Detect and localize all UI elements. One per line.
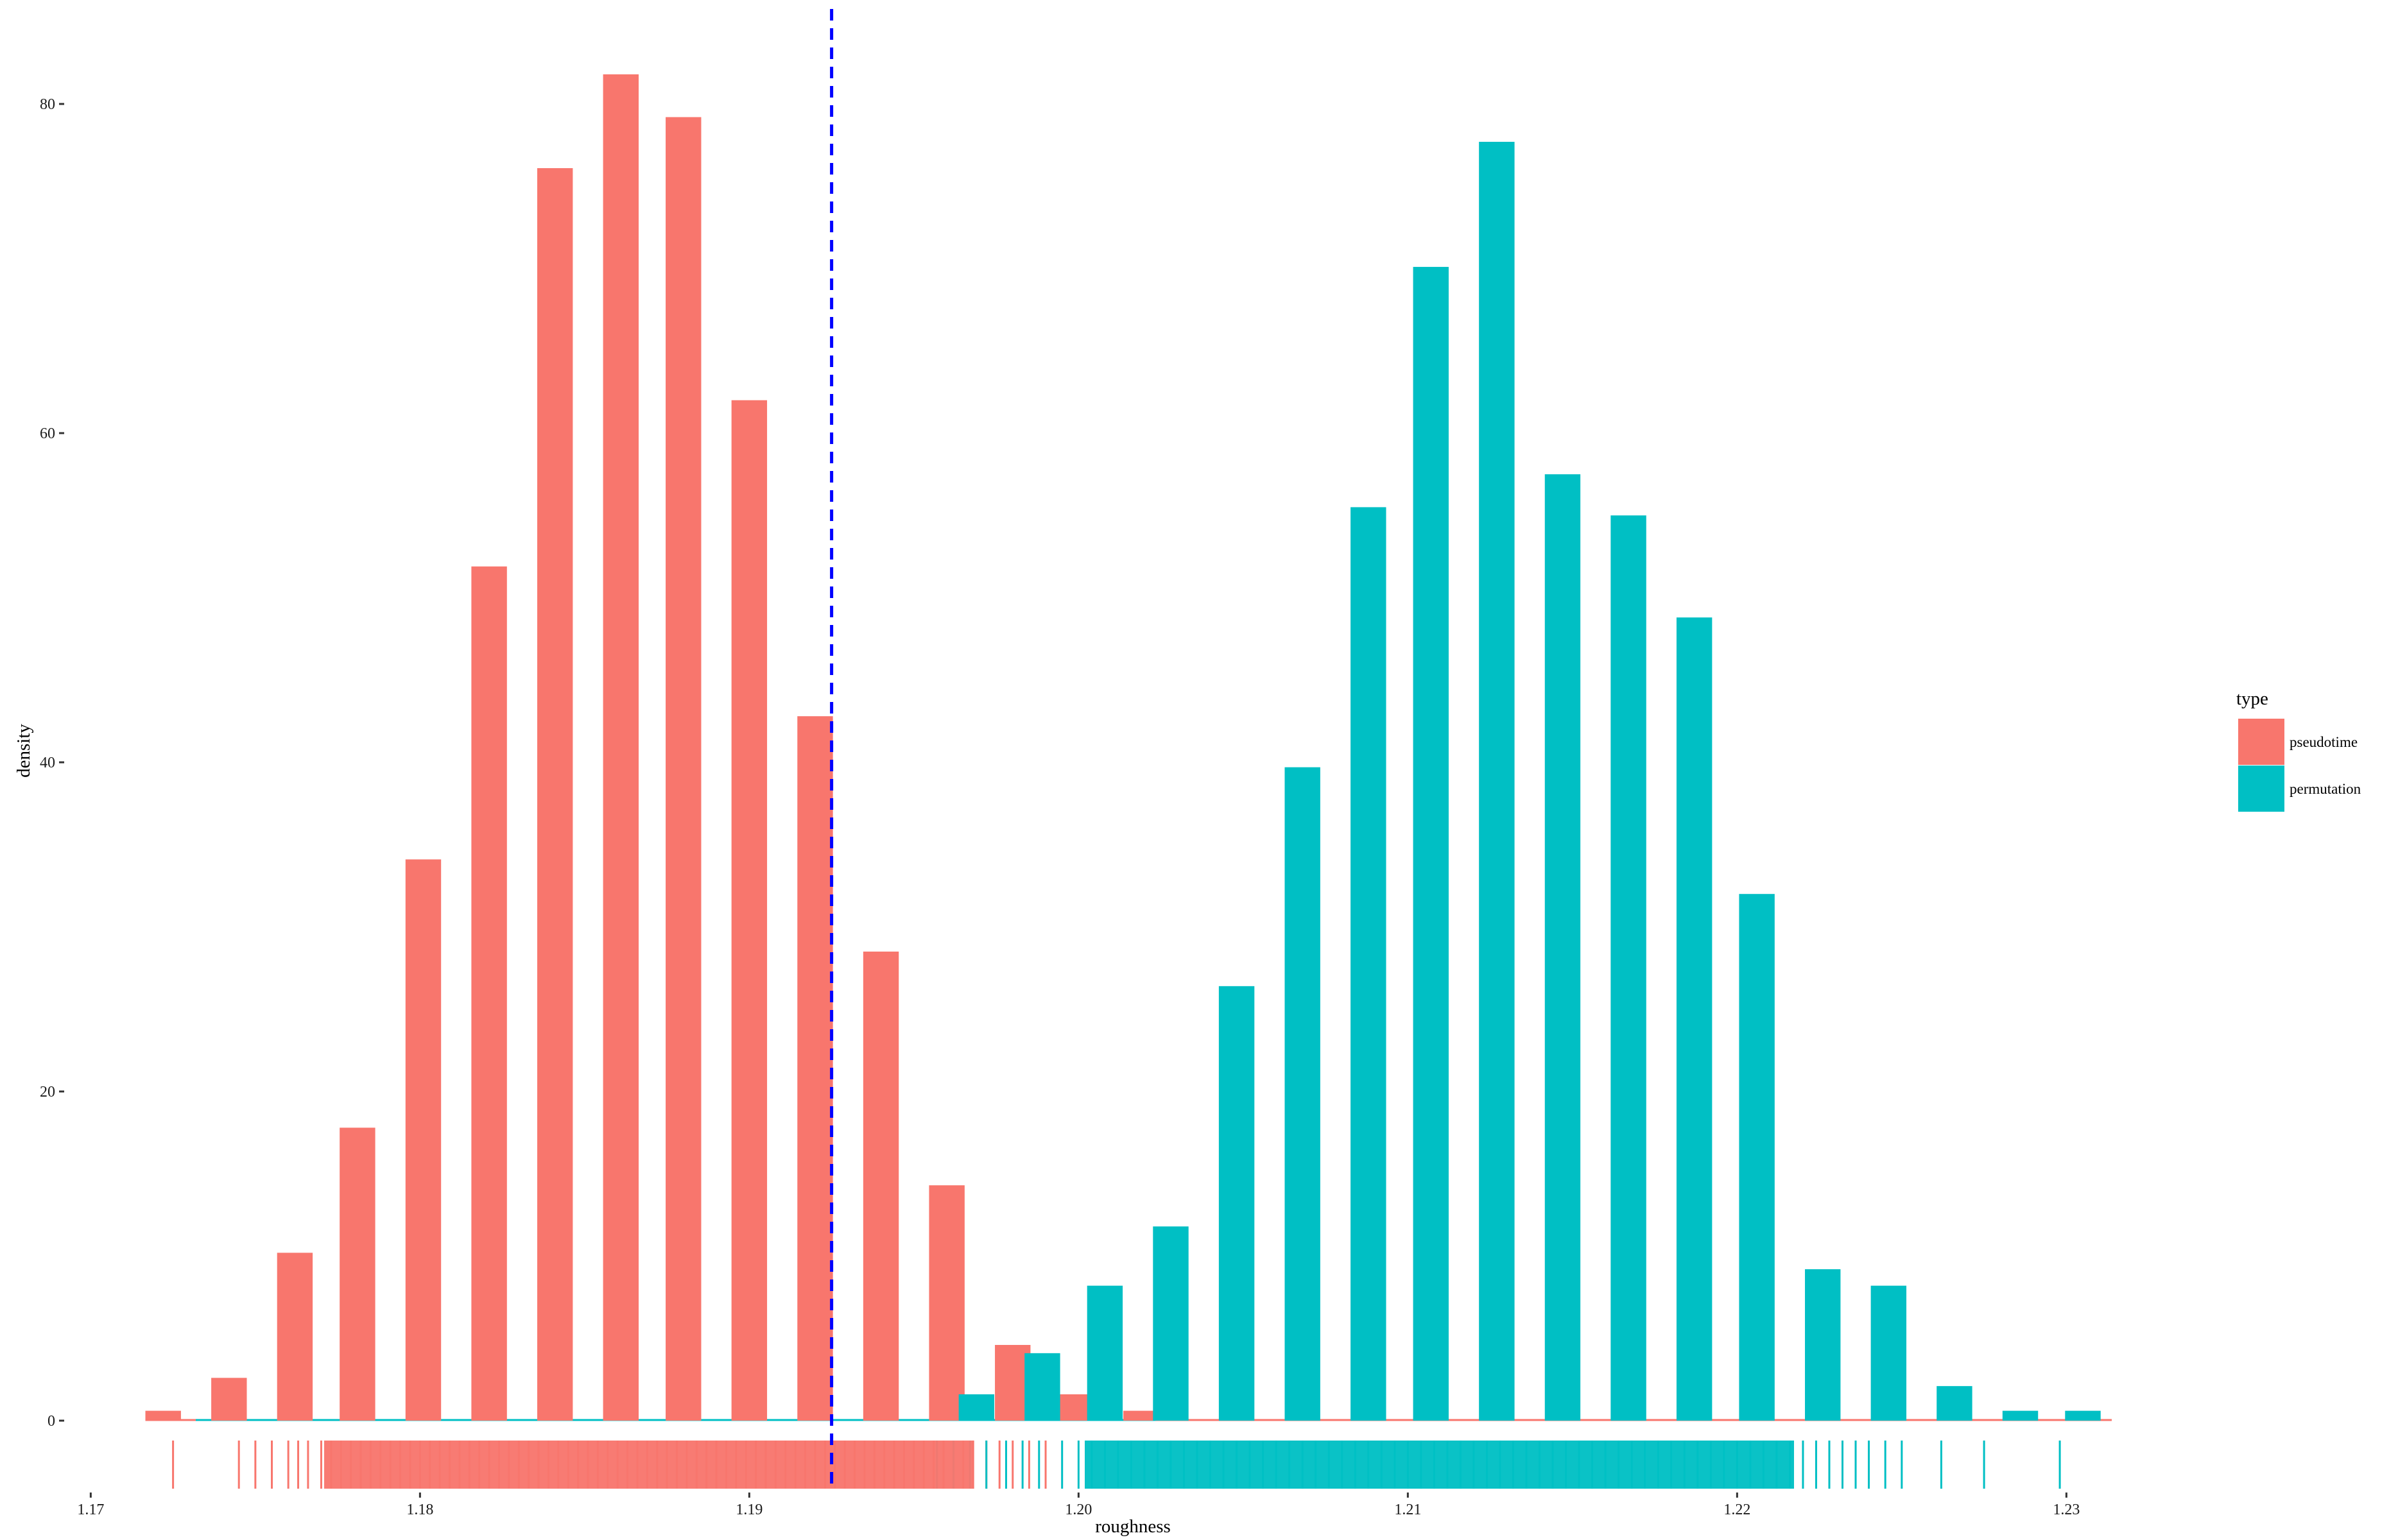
bar-permutation-6: [1350, 507, 1386, 1421]
x-tick-label: 1.22: [1723, 1502, 1750, 1518]
y-axis-title: density: [13, 724, 34, 778]
rug-mark-pseudotime: [297, 1441, 300, 1489]
bar-permutation-4: [1218, 986, 1255, 1421]
x-tick-label: 1.21: [1394, 1502, 1421, 1518]
rug-mark-pseudotime: [998, 1441, 1001, 1489]
bar-permutation-14: [1870, 1285, 1907, 1421]
rug-mark-permutation: [1884, 1441, 1886, 1489]
rug-mark-permutation: [1940, 1441, 1942, 1489]
bar-pseudotime-11: [863, 951, 899, 1421]
bar-permutation-0: [958, 1394, 995, 1421]
y-tick-label: 60: [40, 425, 55, 442]
rug-marks: [172, 1441, 2061, 1489]
rug-mark-pseudotime: [172, 1441, 175, 1489]
rug-mark-permutation: [1038, 1441, 1040, 1489]
y-tick-label: 40: [40, 755, 55, 771]
x-tick-label: 1.17: [77, 1502, 104, 1518]
bar-permutation-5: [1284, 767, 1320, 1421]
legend-key-permutation: [2238, 766, 2284, 812]
bar-permutation-12: [1739, 894, 1775, 1421]
rug-mark-pseudotime: [254, 1441, 257, 1489]
rug-block-pseudotime: [324, 1441, 972, 1489]
rug-mark-pseudotime: [1028, 1441, 1030, 1489]
y-tick-label: 20: [40, 1084, 55, 1100]
bar-pseudotime-5: [471, 566, 507, 1421]
bar-pseudotime-0: [145, 1410, 181, 1421]
rug-mark-pseudotime: [320, 1441, 322, 1489]
bar-permutation-13: [1805, 1269, 1841, 1421]
bars: [145, 74, 2101, 1421]
rug-mark-permutation: [1005, 1441, 1007, 1489]
rug-mark-permutation: [1802, 1441, 1804, 1489]
bar-permutation-7: [1413, 266, 1449, 1421]
bar-permutation-2: [1087, 1285, 1123, 1421]
bar-pseudotime-3: [340, 1127, 375, 1421]
rug-mark-permutation: [1983, 1441, 1985, 1489]
x-tick-label: 1.20: [1065, 1502, 1092, 1518]
x-tick-label: 1.19: [736, 1502, 763, 1518]
rug-mark-permutation: [985, 1441, 988, 1489]
rug-mark-pseudotime: [271, 1441, 273, 1489]
legend-label-permutation: permutation: [2290, 781, 2361, 797]
bar-permutation-17: [2065, 1410, 2101, 1421]
rug-mark-permutation: [1828, 1441, 1831, 1489]
bar-pseudotime-4: [405, 859, 442, 1421]
rug-mark-permutation: [1077, 1441, 1080, 1489]
rug-mark-pseudotime: [1012, 1441, 1014, 1489]
rug-mark-permutation: [1021, 1441, 1024, 1489]
bar-permutation-9: [1544, 474, 1581, 1421]
x-axis: 1.17 1.18 1.19 1.20 1.21 1.22 1.23: [77, 1493, 2080, 1518]
x-tick-label: 1.18: [406, 1502, 433, 1518]
rug-block-permutation: [1085, 1441, 1794, 1489]
legend-label-pseudotime: pseudotime: [2290, 734, 2358, 750]
bar-pseudotime-1: [211, 1378, 247, 1421]
y-axis: 0 20 40 60 80: [40, 96, 64, 1430]
y-tick-label: 80: [40, 96, 55, 113]
legend: type pseudotime permutation: [2236, 689, 2361, 812]
rug-mark-pseudotime: [287, 1441, 289, 1489]
rug-mark-permutation: [1815, 1441, 1817, 1489]
rug-mark-pseudotime: [1044, 1441, 1047, 1489]
bar-permutation-15: [1937, 1386, 1972, 1421]
rug-mark-permutation: [2058, 1441, 2061, 1489]
bar-pseudotime-15: [1123, 1410, 1159, 1421]
bar-permutation-1: [1024, 1353, 1060, 1421]
rug-mark-permutation: [1854, 1441, 1857, 1489]
rug-mark-permutation: [1842, 1441, 1844, 1489]
rug-mark-permutation: [1061, 1441, 1064, 1489]
bar-permutation-10: [1610, 515, 1646, 1421]
rug-mark-pseudotime: [237, 1441, 240, 1489]
rug-mark-permutation: [1901, 1441, 1903, 1489]
bar-pseudotime-9: [731, 400, 768, 1421]
bar-permutation-11: [1676, 617, 1713, 1421]
bar-permutation-3: [1153, 1226, 1189, 1421]
bar-pseudotime-12: [929, 1185, 965, 1421]
rug-mark-pseudotime: [972, 1441, 974, 1489]
bar-pseudotime-10: [797, 716, 833, 1421]
legend-key-pseudotime: [2238, 719, 2284, 765]
x-tick-label: 1.23: [2053, 1502, 2080, 1518]
bar-pseudotime-6: [537, 168, 573, 1421]
bar-pseudotime-2: [277, 1253, 313, 1421]
bar-pseudotime-7: [603, 74, 639, 1421]
rug-mark-pseudotime: [307, 1441, 309, 1489]
rug-mark-permutation: [1868, 1441, 1870, 1489]
bar-permutation-16: [2002, 1410, 2039, 1421]
y-tick-label: 0: [47, 1413, 55, 1430]
x-axis-title: roughness: [1095, 1516, 1171, 1537]
legend-title: type: [2236, 689, 2268, 709]
bar-permutation-8: [1479, 141, 1515, 1421]
bar-pseudotime-8: [666, 117, 702, 1421]
